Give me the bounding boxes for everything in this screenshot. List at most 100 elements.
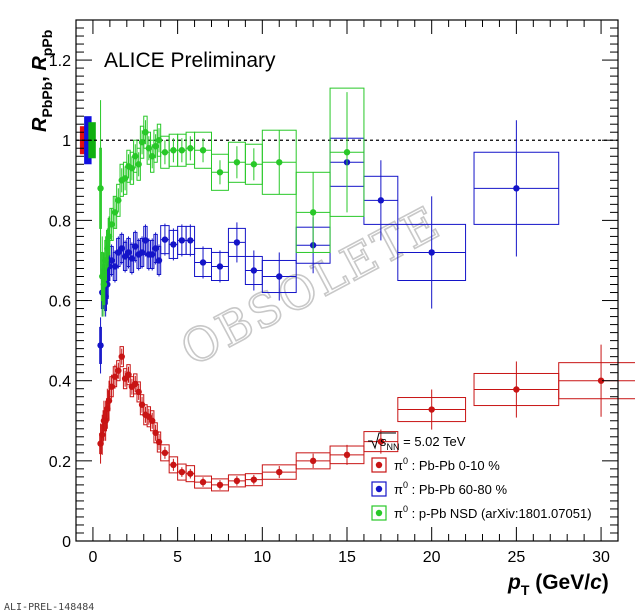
svg-text:sNN = 5.02 TeV: sNN = 5.02 TeV <box>380 434 466 452</box>
marker <box>377 438 385 445</box>
x-axis-title: pT (GeV/c) <box>507 571 609 598</box>
series-0-point-26 <box>211 478 229 492</box>
series-1-point-11 <box>125 236 132 269</box>
marker <box>250 267 258 274</box>
marker <box>199 478 207 486</box>
x-tick-label-6: 30 <box>592 549 610 566</box>
marker <box>276 273 283 280</box>
marker <box>149 153 156 160</box>
series-0-point-23 <box>177 463 187 481</box>
marker <box>111 209 119 216</box>
marker <box>513 386 520 393</box>
marker <box>513 185 520 192</box>
y-axis-ticks: 0 0.2 0.4 0.6 0.8 1 1.2 <box>49 19 618 551</box>
marker <box>97 185 104 192</box>
marker <box>121 175 129 182</box>
marker <box>170 461 177 469</box>
marker <box>97 342 104 349</box>
series-0-point-25 <box>194 475 212 489</box>
series-1-point-28 <box>244 250 263 291</box>
series-2-point-20 <box>155 123 163 157</box>
marker <box>178 147 186 154</box>
marker <box>155 137 163 144</box>
legend-entry-0: π0 : Pb-Pb 0-10 % <box>371 456 500 473</box>
marker <box>135 388 142 396</box>
series-0-point-17 <box>145 406 153 428</box>
marker <box>178 237 186 244</box>
series-1-point-9 <box>118 232 125 265</box>
x-tick-label-4: 20 <box>423 549 441 566</box>
marker <box>170 241 177 248</box>
watermark: OBSOLETE <box>171 194 450 377</box>
y-tick-label-5: 1 <box>62 133 71 150</box>
marker <box>161 449 169 457</box>
marker <box>187 470 194 477</box>
marker <box>428 406 435 413</box>
series-0-point-24 <box>185 465 196 483</box>
marker <box>276 159 283 166</box>
marker <box>170 147 177 154</box>
series-1-point-27 <box>227 222 246 263</box>
legend: sNN = 5.02 TeV π0 : Pb-Pb 0-10 % π0 : Pb-… <box>368 432 592 521</box>
marker <box>132 243 139 250</box>
marker <box>111 373 119 380</box>
marker <box>108 221 115 228</box>
marker <box>377 197 385 204</box>
marker <box>99 431 106 438</box>
marker <box>118 353 125 360</box>
series-0-point-35 <box>558 344 635 417</box>
y-tick-label-0: 0 <box>62 534 71 551</box>
y-tick-label-3: 0.6 <box>49 294 71 311</box>
series-0-point-9 <box>118 346 125 368</box>
marker <box>233 159 241 166</box>
marker <box>216 169 224 176</box>
legend-label: π0 : p-Pb NSD (arXiv:1801.07051) <box>394 504 592 521</box>
x-axis-ticks: 0 5 10 15 20 25 30 <box>75 20 619 566</box>
marker <box>250 476 258 483</box>
marker <box>145 145 153 152</box>
series-0-point-8 <box>115 360 122 382</box>
series-0-point-27 <box>227 474 246 488</box>
marker <box>276 468 283 476</box>
marker <box>132 153 139 160</box>
y-tick-label-4: 0.8 <box>49 213 71 230</box>
marker <box>155 257 163 264</box>
series-2-point-30 <box>295 171 331 253</box>
series-0-point-32 <box>363 429 399 454</box>
series-1-point-25 <box>194 246 212 279</box>
x-tick-label-2: 10 <box>253 549 271 566</box>
marker <box>187 237 194 244</box>
series-1-point-0 <box>97 317 104 374</box>
series-2-point-25 <box>194 131 212 169</box>
marker <box>161 149 169 156</box>
watermark-text: OBSOLETE <box>172 195 449 377</box>
y-tick-label-2: 0.4 <box>49 374 71 391</box>
marker <box>199 147 207 154</box>
series-0-point-21 <box>160 444 170 462</box>
legend-swatch-box <box>371 481 387 497</box>
series-1-point-24 <box>185 224 196 257</box>
series-2-point-31 <box>329 87 365 217</box>
legend-swatch-marker <box>375 461 383 469</box>
data-series <box>97 87 635 492</box>
series-0-point-34 <box>473 361 560 418</box>
series-0-point-20 <box>155 431 163 453</box>
legend-swatch-box <box>371 457 387 473</box>
marker <box>343 451 351 459</box>
series-2-point-24 <box>185 131 196 165</box>
y-axis-title: RPbPb, RpPb <box>29 30 55 132</box>
series-0-point-10 <box>121 368 129 390</box>
series-1-point-21 <box>160 223 170 256</box>
marker <box>233 477 241 485</box>
series-2-point-17 <box>145 131 153 165</box>
legend-header: sNN = 5.02 TeV <box>368 432 466 452</box>
series-1-point-34 <box>473 120 560 257</box>
series-0-point-29 <box>261 464 297 480</box>
marker <box>118 245 125 252</box>
marker <box>152 143 159 150</box>
marker <box>428 249 435 256</box>
series-2-point-26 <box>211 153 229 191</box>
marker <box>199 259 207 266</box>
marker <box>115 197 122 204</box>
series-2-point-27 <box>227 141 246 183</box>
